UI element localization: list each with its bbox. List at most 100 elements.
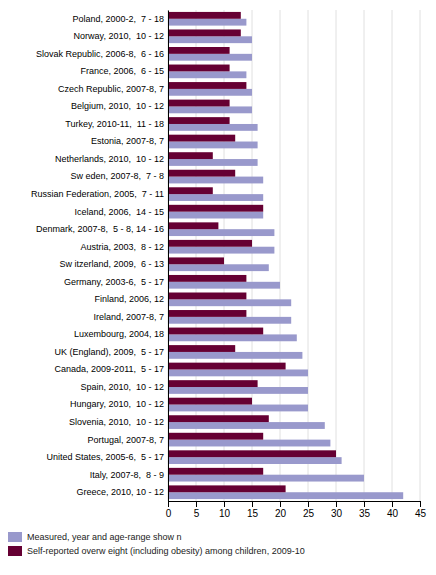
legend-item: Self-reported overw eight (including obe… [8,546,305,556]
y-tick-label: Portugal, 2007-8, 7 [87,435,164,445]
bar [168,299,291,306]
x-tick-label: 20 [275,508,287,519]
x-tick-mark [224,501,225,507]
grid-line [420,10,421,501]
bar [168,124,258,131]
bar [168,106,252,113]
bar [168,194,263,201]
y-tick-label: Hungary, 2010, 10 - 12 [70,399,164,409]
x-tick: 30 [331,501,343,519]
bar [168,54,252,61]
y-tick-label: Belgium, 2010, 10 - 12 [71,101,164,111]
x-tick: 35 [359,501,371,519]
bar [168,212,263,219]
bar [168,240,252,247]
x-tick: 20 [275,501,287,519]
x-tick-mark [308,501,309,507]
bar [168,222,218,229]
bar [168,457,342,464]
bar [168,229,274,236]
bar [168,152,213,159]
y-axis: Poland, 2000-2, 7 - 18Norway, 2010, 10 -… [31,11,168,502]
y-tick-label: Italy, 2007-8, 8 - 9 [90,470,164,480]
y-tick-label: France, 2006, 6 - 15 [80,66,164,76]
y-tick: Ireland, 2007-8, 7 [93,312,164,322]
y-tick-label: Denmark, 2007-8, 5 - 8, 14 - 16 [36,224,164,234]
y-tick-label: Greece, 2010, 10 - 12 [76,487,164,497]
bar [168,369,308,376]
bar [168,247,274,254]
x-tick-label: 45 [415,508,427,519]
x-tick-mark [280,501,281,507]
y-tick-label: Norway, 2010, 10 - 12 [74,31,164,41]
y-tick-label: Turkey, 2010-11, 11 - 18 [65,119,164,129]
y-tick-label: UK (England), 2009, 5 - 17 [54,347,164,357]
bars [168,12,403,499]
x-tick-mark [420,501,421,507]
legend-item: Measured, year and age-range show n [8,532,182,542]
bar [168,433,263,440]
x-tick: 40 [387,501,399,519]
y-tick-label: Austria, 2003, 8 - 12 [80,242,164,252]
legend: Measured, year and age-range show n Self-… [8,532,305,556]
bar [168,352,302,359]
y-tick-label: Spain, 2010, 10 - 12 [80,382,164,392]
y-tick: UK (England), 2009, 5 - 17 [54,347,164,357]
bar [168,310,246,317]
y-tick-label: Luxembourg, 2004, 18 [74,329,164,339]
grid [168,10,420,501]
bar [168,282,280,289]
bar [168,468,263,475]
x-tick-mark [336,501,337,507]
y-tick: Netherlands, 2010, 10 - 12 [55,154,164,164]
y-tick: Austria, 2003, 8 - 12 [80,242,164,252]
y-tick: Luxembourg, 2004, 18 [74,329,164,339]
chart: 051015202530354045Poland, 2000-2, 7 - 18… [0,0,436,575]
y-tick-label: Ireland, 2007-8, 7 [93,312,164,322]
x-tick-label: 15 [247,508,259,519]
y-tick: Canada, 2009-2011, 5 - 17 [55,364,164,374]
x-tick-label: 25 [303,508,315,519]
x-tick-label: 0 [166,508,172,519]
x-tick-label: 30 [331,508,343,519]
bar [168,170,235,177]
y-tick: Sw itzerland, 2009, 6 - 13 [59,259,164,269]
y-tick: Greece, 2010, 10 - 12 [76,487,164,497]
bar [168,275,246,282]
x-tick: 10 [219,501,231,519]
x-tick: 15 [247,501,259,519]
y-tick-label: Sw eden, 2007-8, 7 - 8 [70,171,164,181]
bar-series [168,19,403,499]
bar [168,19,246,26]
y-tick: Iceland, 2006, 14 - 15 [74,207,164,217]
bar [168,475,364,482]
bar [168,177,263,184]
y-tick: United States, 2005-6, 5 - 17 [46,452,164,462]
bar [168,187,213,194]
bar [168,135,235,142]
bar [168,293,246,300]
x-tick-label: 40 [387,508,399,519]
bar [168,47,230,54]
x-tick: 25 [303,501,315,519]
y-tick-label: Slovenia, 2010, 10 - 12 [69,417,164,427]
legend-swatch [8,532,22,542]
y-tick: Hungary, 2010, 10 - 12 [70,399,164,409]
y-tick: Italy, 2007-8, 8 - 9 [90,470,164,480]
bar [168,117,230,124]
bar [168,492,403,499]
y-tick: Denmark, 2007-8, 5 - 8, 14 - 16 [36,224,164,234]
y-tick: Slovenia, 2010, 10 - 12 [69,417,164,427]
grid-line [392,10,393,501]
bar [168,65,230,72]
bar [168,71,246,78]
y-tick-label: Canada, 2009-2011, 5 - 17 [55,364,164,374]
x-tick: 0 [166,501,172,519]
bar [168,415,269,422]
plot: 051015202530354045Poland, 2000-2, 7 - 18… [31,10,426,519]
bar [168,257,224,264]
x-tick-label: 10 [219,508,231,519]
y-tick-label: Germany, 2003-6, 5 - 17 [64,277,164,287]
bar [168,345,235,352]
y-tick: Spain, 2010, 10 - 12 [80,382,164,392]
